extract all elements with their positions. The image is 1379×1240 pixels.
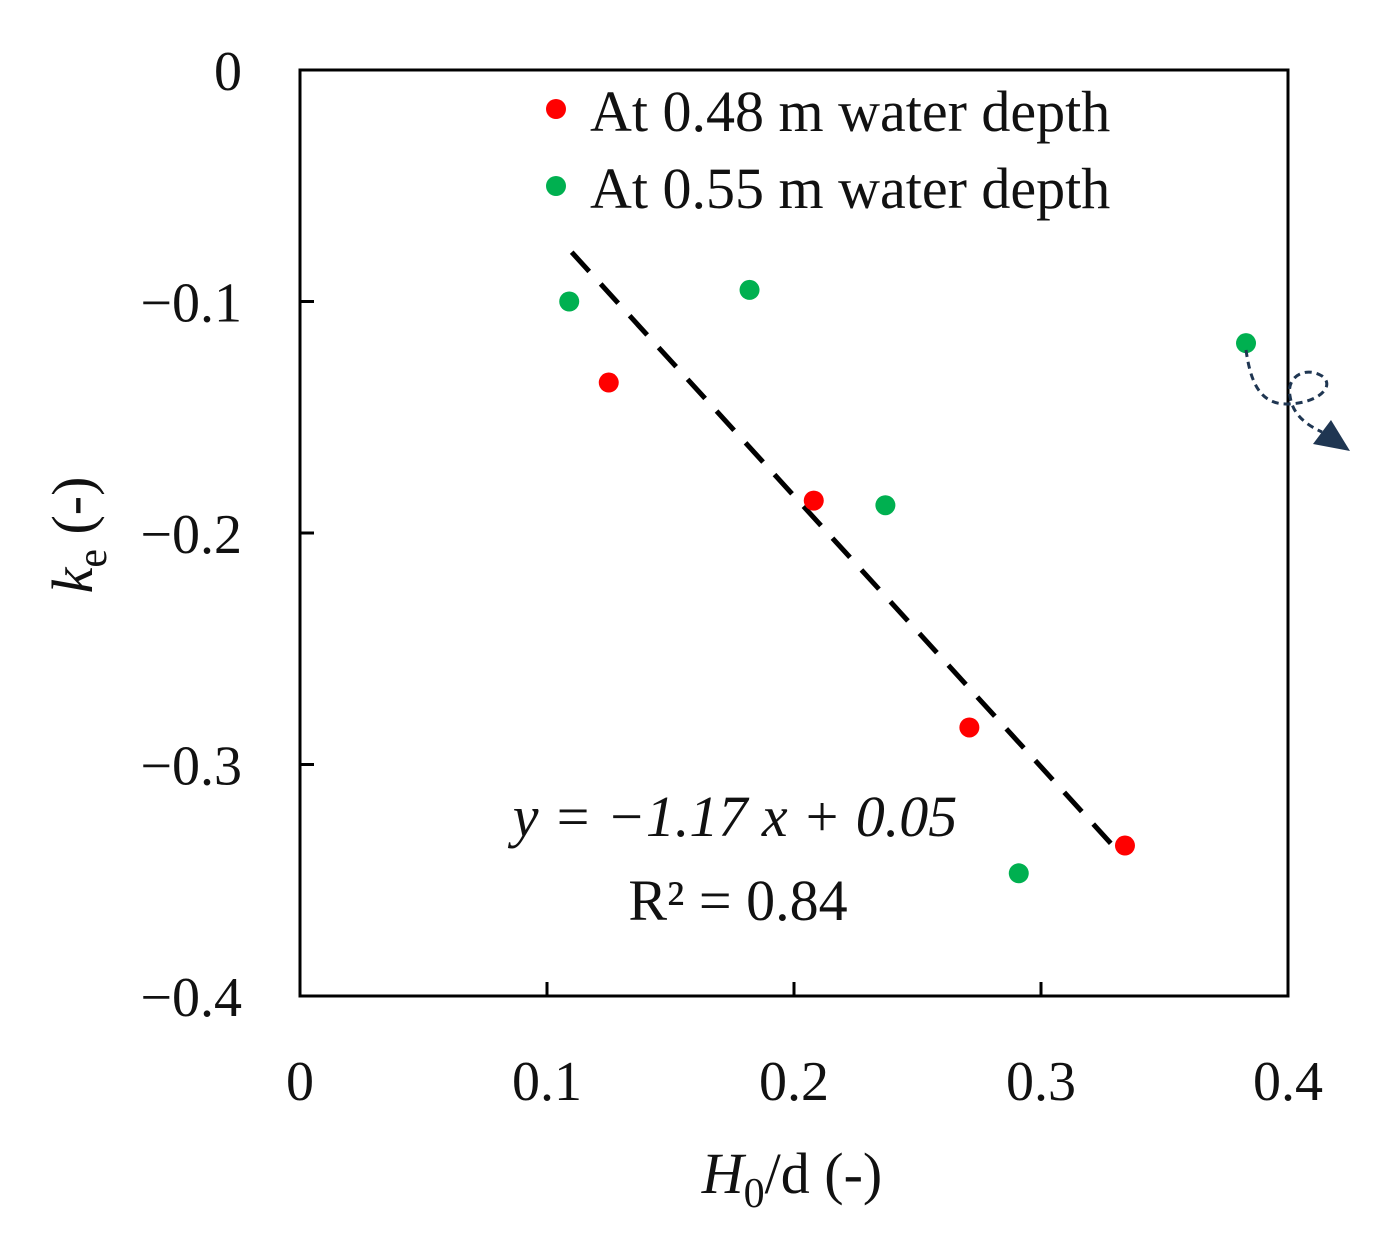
y-axis-title-main: k [40, 566, 105, 593]
data-point-048m [1114, 835, 1135, 856]
data-point-055m [1008, 863, 1029, 884]
legend-marker-red [546, 99, 566, 119]
data-point-055m [1236, 333, 1257, 354]
data-point-048m [803, 490, 824, 511]
x-tick-label: 0 [286, 1051, 314, 1113]
arrow-head [1313, 420, 1350, 451]
data-point-048m [959, 717, 980, 738]
y-tick-label: −0.1 [140, 273, 242, 335]
y-tick-label: −0.2 [140, 504, 242, 566]
x-tick-label: 0.1 [512, 1051, 582, 1113]
r-squared-label: R² = 0.84 [628, 868, 847, 933]
x-axis-title: H0/d (-) [701, 1141, 882, 1217]
y-tick-label: −0.4 [140, 967, 242, 1029]
x-axis-ticks: 0 0.1 0.2 0.3 0.4 [286, 982, 1323, 1113]
curly-arrow-icon [1244, 349, 1350, 451]
y-axis-ticks: 0 −0.1 −0.2 −0.3 −0.4 [140, 41, 314, 1029]
trendline [569, 250, 1117, 850]
legend: At 0.48 m water depth At 0.55 m water de… [546, 79, 1110, 221]
y-tick-label: −0.3 [140, 736, 242, 798]
data-point-055m [875, 495, 896, 516]
data-point-048m [598, 372, 619, 393]
y-axis-title-rest: (-) [40, 477, 105, 549]
legend-marker-green [546, 176, 566, 196]
x-axis-title-main: H [701, 1141, 747, 1206]
x-tick-label: 0.2 [759, 1051, 829, 1113]
data-point-055m [559, 291, 580, 312]
equation-text: y = −1.17 x + 0.05 [508, 784, 957, 849]
legend-label-055: At 0.55 m water depth [590, 156, 1110, 221]
x-tick-label: 0.4 [1253, 1051, 1323, 1113]
x-tick-label: 0.3 [1006, 1051, 1076, 1113]
regression-equation: y = −1.17 x + 0.05 [508, 784, 957, 849]
y-tick-label: 0 [214, 41, 242, 103]
y-axis-title-sub: e [70, 549, 116, 568]
legend-label-048: At 0.48 m water depth [590, 79, 1110, 144]
y-axis-title: ke (-) [40, 477, 116, 594]
data-points [559, 279, 1257, 884]
x-axis-title-sub: 0 [744, 1171, 765, 1217]
x-axis-title-rest: /d (-) [765, 1141, 883, 1206]
data-point-055m [739, 279, 760, 300]
